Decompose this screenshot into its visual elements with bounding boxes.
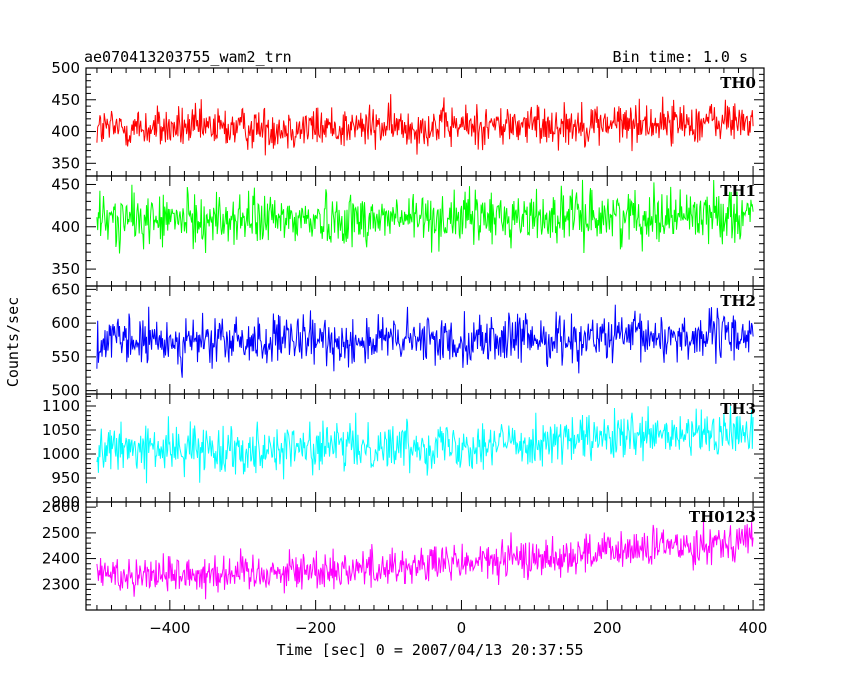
series-label-th3: TH3 [720, 400, 756, 418]
y-tick-label: 400 [51, 123, 80, 141]
x-tick-label: −400 [149, 619, 190, 637]
x-tick-label: −200 [295, 619, 336, 637]
y-tick-label: 2400 [42, 550, 80, 568]
y-tick-label: 2300 [42, 575, 80, 593]
series-th0123-line [96, 520, 754, 600]
y-tick-label: 2600 [42, 498, 80, 516]
y-tick-label: 500 [51, 382, 80, 400]
y-tick-label: 400 [51, 218, 80, 236]
series-th0-line [96, 94, 754, 156]
x-tick-label: 0 [457, 619, 467, 637]
series-label-th0: TH0 [720, 74, 756, 92]
series-label-th2: TH2 [720, 292, 756, 310]
x-tick-label: 200 [593, 619, 622, 637]
x-tick-label: 400 [739, 619, 768, 637]
y-axis-label: Counts/sec [4, 297, 22, 387]
y-tick-label: 1050 [42, 421, 80, 439]
panel-frame-th3 [85, 393, 765, 503]
panels: 350 400 450 500 TH0 350 400 450 TH1 500 550 600 650 T… [42, 59, 768, 637]
y-tick-label: 350 [51, 260, 80, 278]
panel-frame-th0123 [85, 501, 765, 611]
y-tick-label: 1000 [42, 445, 80, 463]
series-label-th1: TH1 [720, 182, 756, 200]
y-tick-label: 450 [51, 91, 80, 109]
y-tick-label: 550 [51, 348, 80, 366]
bin-time-label: Bin time: 1.0 s [613, 48, 748, 66]
y-tick-label: 1100 [42, 397, 80, 415]
y-tick-label: 2500 [42, 524, 80, 542]
y-tick-label: 500 [51, 59, 80, 77]
series-th1-line [96, 179, 754, 254]
series-th3-line [96, 405, 754, 484]
y-tick-label: 900 [51, 493, 80, 511]
x-axis-label: Time [sec] 0 = 2007/04/13 20:37:55 [276, 641, 583, 659]
series-label-th0123: TH0123 [689, 508, 756, 526]
y-tick-label: 650 [51, 280, 80, 298]
y-tick-label: 600 [51, 314, 80, 332]
y-tick-label: 450 [51, 175, 80, 193]
chart-title: ae070413203755_wam2_trn [84, 48, 292, 66]
y-tick-label: 350 [51, 154, 80, 172]
series-th2-line [96, 304, 754, 378]
y-tick-label: 950 [51, 469, 80, 487]
